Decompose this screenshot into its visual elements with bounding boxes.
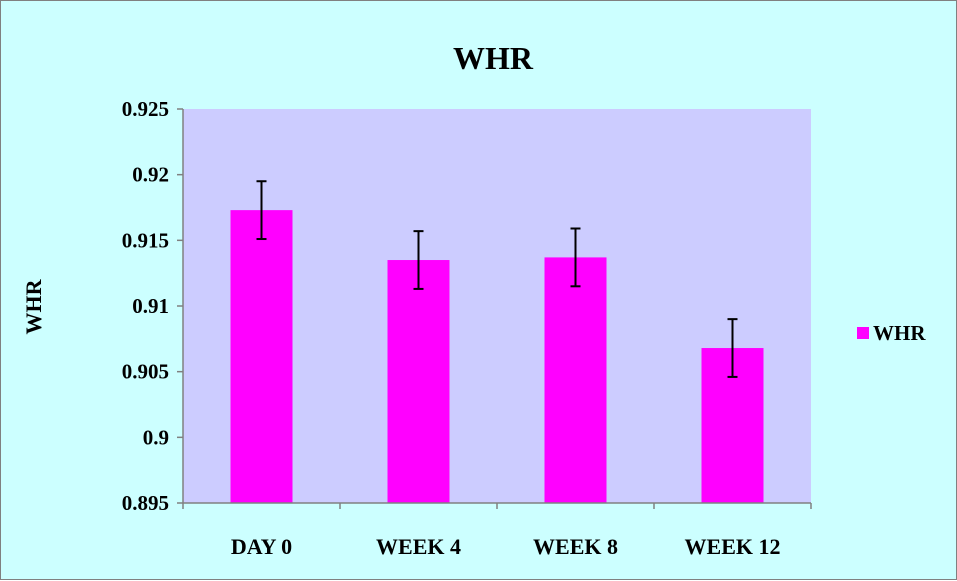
x-tick-label: WEEK 12 (685, 534, 781, 559)
x-tick-label: WEEK 8 (533, 534, 618, 559)
y-tick-label: 0.895 (122, 491, 169, 515)
chart-title: WHR (453, 40, 534, 76)
y-ticks-layer: 0.925 0.92 0.915 0.91 0.905 0.9 0.895 (122, 97, 183, 515)
y-tick-label: 0.9 (143, 425, 169, 449)
y-tick-label: 0.92 (132, 163, 169, 187)
legend-label: WHR (873, 321, 926, 345)
y-tick-label: 0.91 (132, 294, 169, 318)
x-tick-label: WEEK 4 (376, 534, 461, 559)
bars-layer (230, 210, 764, 504)
bar (387, 260, 450, 503)
error-bars-layer (256, 180, 738, 378)
y-tick-label: 0.915 (122, 228, 169, 252)
y-axis-label: WHR (21, 278, 46, 334)
y-tick-label: 0.925 (122, 97, 169, 121)
y-tick-label: 0.905 (122, 360, 169, 384)
x-tick-label: DAY 0 (231, 534, 292, 559)
bar (544, 257, 607, 503)
bar (230, 210, 293, 504)
legend-swatch (857, 327, 869, 339)
x-ticks-layer: DAY 0 WEEK 4 WEEK 8 WEEK 12 (182, 503, 812, 559)
